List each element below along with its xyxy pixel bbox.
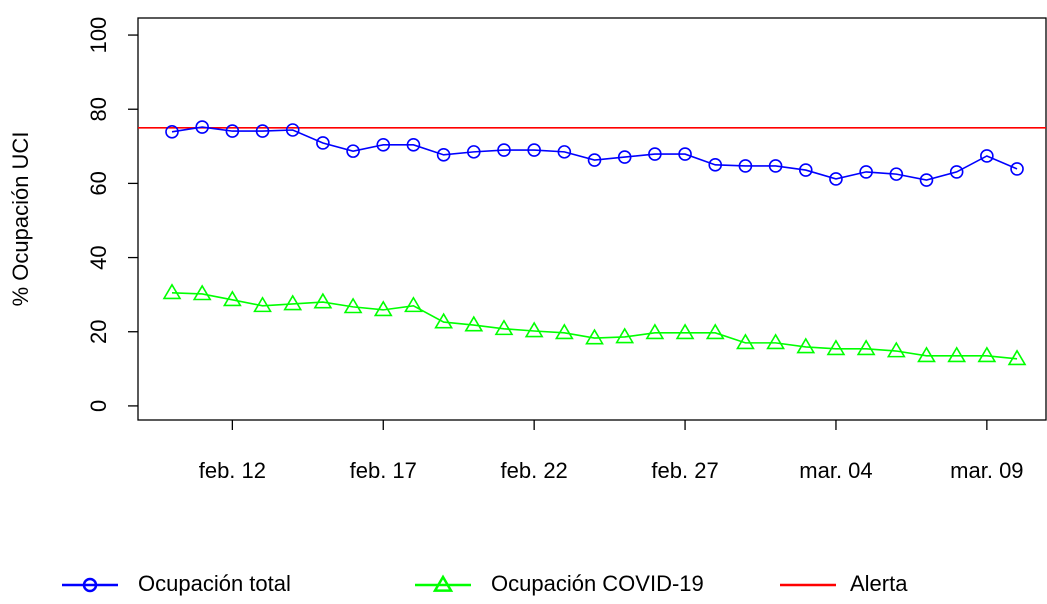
data-point — [373, 300, 393, 317]
data-point — [195, 120, 209, 134]
data-point — [1010, 162, 1024, 176]
y-tick-label: 40 — [86, 245, 111, 269]
data-point — [796, 337, 816, 354]
data-point — [678, 147, 692, 161]
data-point — [947, 346, 967, 363]
data-point — [889, 167, 904, 181]
data-point — [406, 138, 421, 152]
data-point — [736, 333, 755, 350]
data-point — [708, 158, 723, 172]
data-point — [917, 346, 936, 363]
data-point — [313, 292, 333, 309]
data-point — [376, 138, 391, 152]
data-point — [768, 159, 783, 173]
x-tick-label: feb. 22 — [501, 458, 568, 483]
data-point — [645, 323, 665, 340]
data-point — [497, 143, 511, 157]
x-tick-label: feb. 17 — [350, 458, 417, 483]
data-point — [222, 290, 242, 307]
data-point — [554, 323, 574, 340]
data-point — [585, 328, 604, 345]
plot-frame — [137, 17, 1047, 421]
y-tick-label: 60 — [86, 171, 111, 195]
x-tick-label: feb. 12 — [199, 458, 266, 483]
data-point — [587, 153, 602, 167]
data-point — [527, 143, 541, 157]
series-line — [171, 291, 1018, 360]
data-point — [464, 315, 484, 332]
data-point — [346, 144, 360, 158]
legend-label: Alerta — [850, 571, 908, 596]
data-point — [1007, 349, 1027, 366]
legend-marker — [432, 574, 454, 592]
data-point — [225, 124, 240, 138]
data-point — [949, 165, 964, 179]
legend-label: Ocupación total — [138, 571, 291, 596]
y-tick-label: 80 — [86, 97, 111, 121]
data-point — [648, 147, 662, 161]
data-point — [856, 339, 876, 356]
data-point — [192, 284, 212, 301]
data-point — [977, 346, 997, 363]
data-point — [316, 136, 330, 150]
data-point — [162, 283, 182, 300]
data-point — [615, 327, 635, 344]
x-tick-label: mar. 04 — [799, 458, 872, 483]
x-tick-label: feb. 27 — [651, 458, 718, 483]
data-point — [980, 149, 994, 163]
data-point — [829, 172, 843, 186]
y-tick-label: 0 — [86, 400, 111, 412]
data-point — [343, 297, 363, 314]
data-point — [434, 312, 454, 329]
data-point — [738, 159, 753, 173]
data-point — [798, 163, 813, 177]
data-point — [826, 339, 846, 356]
data-point — [705, 323, 725, 340]
data-point — [436, 148, 451, 162]
legend-marker — [82, 577, 98, 593]
data-point — [919, 173, 934, 187]
y-tick-label: 20 — [86, 319, 111, 343]
data-point — [466, 145, 481, 159]
data-point — [494, 319, 514, 336]
y-axis-label: % Ocupación UCI — [8, 132, 33, 307]
data-point — [675, 323, 695, 340]
data-point — [404, 296, 423, 313]
data-point — [253, 296, 272, 313]
data-point — [285, 123, 300, 137]
data-point — [766, 333, 785, 350]
legend-label: Ocupación COVID-19 — [491, 571, 704, 596]
data-point — [255, 124, 270, 138]
data-point — [283, 294, 303, 311]
data-point — [617, 150, 632, 164]
x-tick-label: mar. 09 — [950, 458, 1023, 483]
data-point — [165, 125, 179, 139]
data-point — [557, 145, 572, 159]
data-point — [859, 165, 873, 179]
data-point — [524, 321, 544, 338]
y-tick-label: 100 — [86, 17, 111, 54]
series-line — [171, 126, 1018, 181]
data-point — [886, 341, 906, 358]
